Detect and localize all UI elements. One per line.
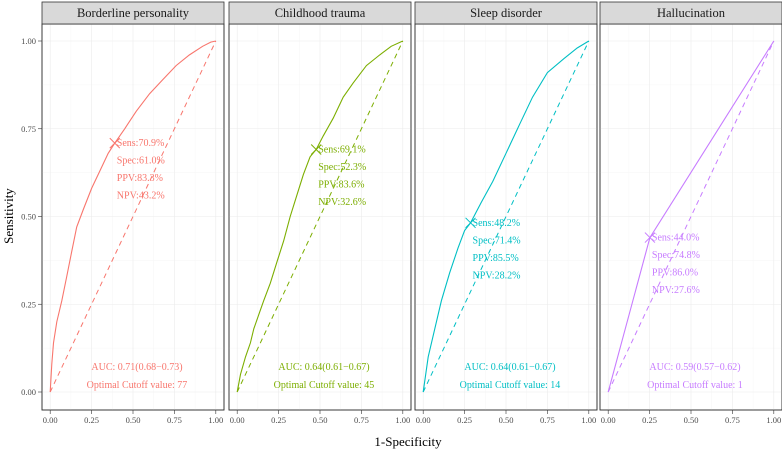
x-tick-label: 0.25 bbox=[271, 415, 286, 425]
panel-strip bbox=[414, 1, 598, 25]
y-tick-label: 1.00 bbox=[21, 36, 36, 46]
reference-diagonal bbox=[422, 40, 590, 393]
x-tick-label: 0.75 bbox=[540, 415, 555, 425]
panel-strip bbox=[228, 1, 412, 25]
auc-label: AUC: 0.64(0.61−0.67) bbox=[464, 362, 555, 373]
cutoff-label: Optimal Cutoff value: 14 bbox=[460, 380, 561, 391]
x-tick-label: 1.00 bbox=[395, 415, 410, 425]
x-tick-label: 0.25 bbox=[642, 415, 657, 425]
x-tick-label: 1.00 bbox=[581, 415, 596, 425]
x-tick-label: 0.00 bbox=[43, 415, 58, 425]
roc-curve bbox=[49, 40, 216, 393]
stat-label: NPV:32.6% bbox=[318, 197, 366, 208]
auc-label: AUC: 0.59(0.57−0.62) bbox=[649, 362, 740, 373]
y-axis-title: Sensitivity bbox=[1, 188, 16, 244]
x-tick-label: 0.75 bbox=[725, 415, 740, 425]
panel-title: Sleep disorder bbox=[470, 6, 543, 20]
x-tick-label: 0.50 bbox=[684, 415, 699, 425]
x-tick-label: 0.00 bbox=[601, 415, 616, 425]
x-tick-label: 0.50 bbox=[499, 415, 514, 425]
stat-label: Spec:74.8% bbox=[652, 250, 700, 261]
x-tick-label: 0.75 bbox=[354, 415, 369, 425]
stat-label: Sens:44.0% bbox=[652, 233, 700, 244]
y-tick-label: 0.50 bbox=[21, 212, 36, 222]
stat-label: Sens:69.1% bbox=[318, 144, 366, 155]
roc-curve bbox=[236, 40, 404, 393]
cutoff-label: Optimal Cutoff value: 1 bbox=[647, 380, 743, 391]
stat-label: PPV:85.5% bbox=[473, 253, 519, 264]
y-tick-label: 0.25 bbox=[21, 299, 36, 309]
x-tick-label: 0.00 bbox=[230, 415, 245, 425]
stat-label: PPV:83.3% bbox=[117, 173, 163, 184]
cutoff-label: Optimal Cutoff value: 45 bbox=[274, 380, 375, 391]
reference-diagonal bbox=[607, 40, 775, 393]
x-tick-label: 0.00 bbox=[416, 415, 431, 425]
cutoff-marker bbox=[465, 217, 476, 229]
panel-title: Hallucination bbox=[657, 6, 726, 20]
auc-label: AUC: 0.64(0.61−0.67) bbox=[278, 362, 369, 373]
panel-2: Sleep disorder 0.00 0.25 0.50 0.75 1.00 Sens:4… bbox=[414, 1, 598, 425]
panel-title: Childhood trauma bbox=[275, 6, 366, 20]
stat-label: NPV:28.2% bbox=[473, 270, 521, 281]
stat-label: Spec:71.4% bbox=[473, 235, 521, 246]
cutoff-marker bbox=[644, 232, 656, 243]
stat-label: PPV:83.6% bbox=[318, 179, 364, 190]
x-tick-label: 0.75 bbox=[167, 415, 182, 425]
stat-label: Sens:70.9% bbox=[117, 138, 165, 149]
panel-1: Childhood trauma 0.00 0.25 0.50 0.75 1.00 Sens… bbox=[228, 1, 412, 425]
stat-label: NPV:43.2% bbox=[117, 191, 165, 202]
x-tick-label: 1.00 bbox=[208, 415, 223, 425]
cutoff-label: Optimal Cutoff value: 77 bbox=[87, 380, 188, 391]
cutoff-marker bbox=[310, 144, 322, 155]
x-tick-label: 0.50 bbox=[126, 415, 141, 425]
stat-label: NPV:27.6% bbox=[652, 285, 700, 296]
y-tick-label: 0.75 bbox=[21, 124, 36, 134]
x-axis-title: 1-Specificity bbox=[374, 434, 442, 449]
reference-diagonal bbox=[49, 40, 217, 393]
panel-strip bbox=[599, 1, 782, 25]
roc-curve bbox=[422, 40, 590, 393]
stat-label: Spec:52.3% bbox=[318, 162, 366, 173]
x-tick-label: 1.00 bbox=[766, 415, 781, 425]
cutoff-marker bbox=[109, 137, 121, 149]
panel-title: Borderline personality bbox=[77, 6, 190, 20]
panel-3: Hallucination 0.00 0.25 0.50 0.75 1.00 Sens:44… bbox=[599, 1, 782, 425]
stat-label: Spec:61.0% bbox=[117, 156, 165, 167]
stat-label: PPV:86.0% bbox=[652, 268, 698, 279]
x-tick-label: 0.25 bbox=[457, 415, 472, 425]
y-tick-label: 0.00 bbox=[21, 387, 36, 397]
auc-label: AUC: 0.71(0.68−0.73) bbox=[91, 362, 182, 373]
panel-strip bbox=[41, 1, 225, 25]
panel-0: Borderline personality 0.00 0.25 0.50 0.75 1.… bbox=[41, 1, 225, 425]
x-tick-label: 0.50 bbox=[313, 415, 328, 425]
x-tick-label: 0.25 bbox=[84, 415, 99, 425]
stat-label: Sens:48.2% bbox=[473, 218, 521, 229]
reference-diagonal bbox=[236, 40, 404, 393]
